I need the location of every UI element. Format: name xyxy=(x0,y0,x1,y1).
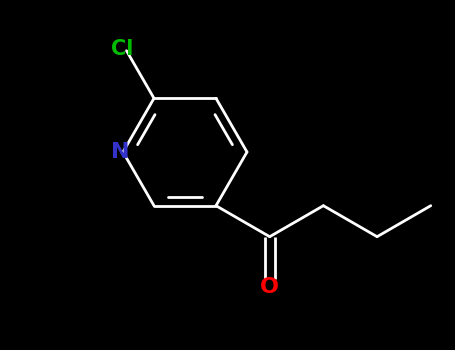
Text: Cl: Cl xyxy=(111,39,134,59)
Text: N: N xyxy=(111,142,129,162)
Text: O: O xyxy=(260,277,279,297)
